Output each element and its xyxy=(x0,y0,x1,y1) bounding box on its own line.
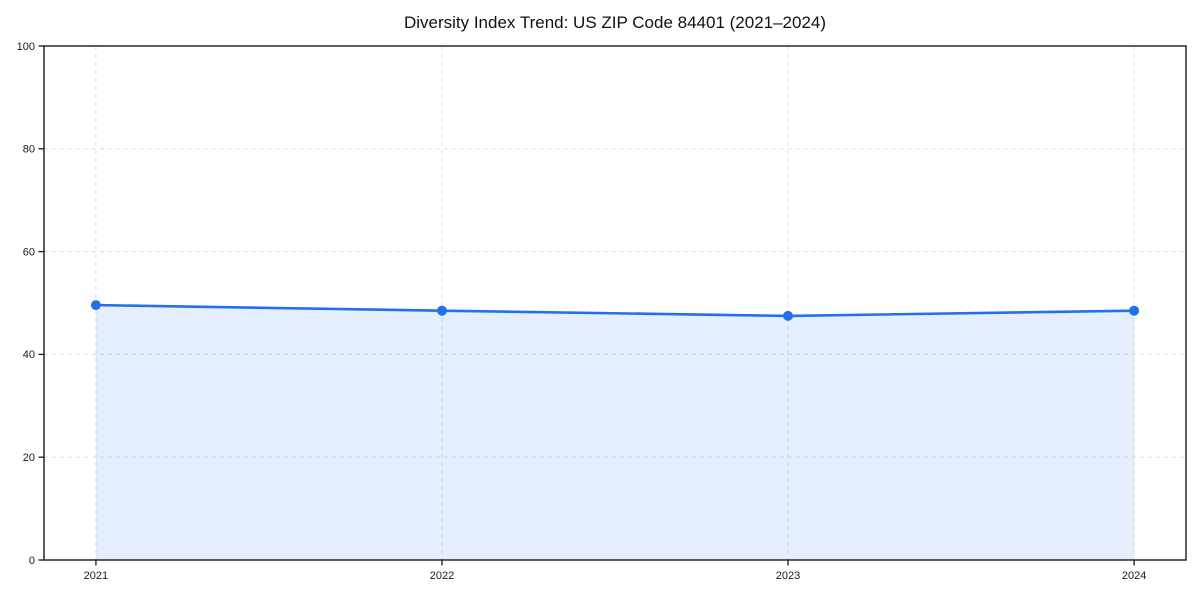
x-tick-label: 2021 xyxy=(84,570,108,582)
chart-title: Diversity Index Trend: US ZIP Code 84401… xyxy=(404,13,826,32)
x-tick-label: 2022 xyxy=(430,570,454,582)
trend-line-layer xyxy=(94,303,1136,318)
data-point-marker xyxy=(437,305,447,316)
x-tick-label: 2023 xyxy=(776,570,800,582)
area-fill-layer xyxy=(95,305,1135,560)
data-point-marker xyxy=(90,300,101,311)
y-tick-label: 100 xyxy=(17,41,35,53)
data-point-markers xyxy=(90,300,1140,321)
trend-line xyxy=(94,303,1136,318)
y-tick-label: 0 xyxy=(29,555,35,567)
tick-labels-layer: 2021 2022 2023 2024 0 20 40 60 80 100 xyxy=(17,41,1147,582)
y-tick-label: 80 xyxy=(23,144,35,156)
y-tick-label: 60 xyxy=(23,246,35,258)
axes-layer xyxy=(43,45,1187,561)
tick-marks-layer xyxy=(38,45,1135,566)
area-fill xyxy=(95,305,1135,560)
plot-box-spines xyxy=(43,45,1187,561)
y-tick-label: 40 xyxy=(23,349,35,361)
data-point-marker xyxy=(1129,305,1140,316)
x-tick-label: 2024 xyxy=(1122,570,1146,582)
data-point-marker xyxy=(783,310,793,321)
y-tick-label: 20 xyxy=(23,452,35,464)
